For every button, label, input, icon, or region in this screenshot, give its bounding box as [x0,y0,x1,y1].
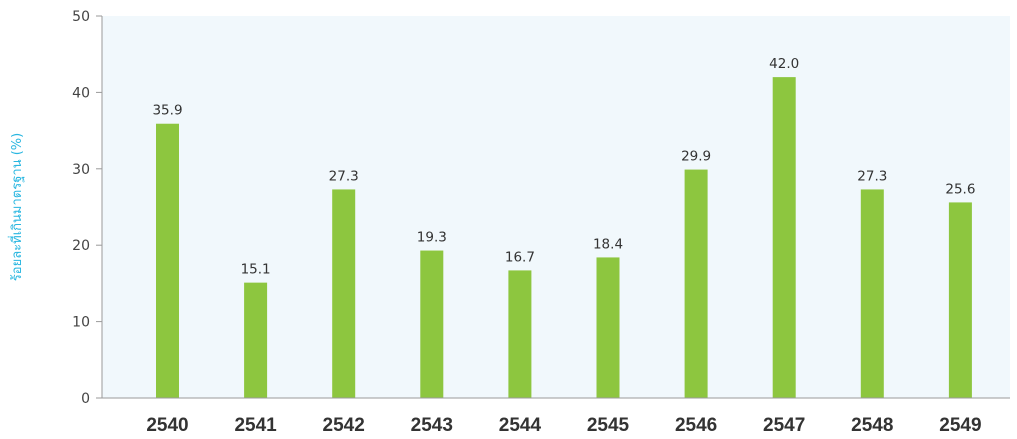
data-label: 35.9 [152,103,182,119]
y-tick-label: 10 [72,315,90,331]
bar [860,189,884,398]
x-tick-label: 2546 [675,415,717,436]
data-label: 18.4 [593,236,623,252]
x-ticks-group: 2540 2541 2542 2543 2544 2545 2546 2547 2548 2549 [146,415,981,436]
bar [244,282,268,398]
data-label: 27.3 [857,168,887,184]
bar [156,123,179,398]
bar [332,189,356,398]
data-label: 25.6 [945,181,975,197]
data-label: 19.3 [417,230,447,246]
data-label: 27.3 [329,168,359,184]
y-tick-label: 50 [72,9,90,25]
y-ticks-group: 0 10 20 30 40 50 [72,9,102,407]
x-tick-label: 2548 [851,415,893,436]
data-label: 16.7 [505,249,535,265]
bars-group [156,77,972,399]
bar [684,169,708,398]
y-tick-label: 40 [72,85,90,101]
data-label: 15.1 [241,262,271,278]
value-labels-group: 35.9 15.1 27.3 19.3 16.7 18.4 29.9 42.0 27.3 25.6 [152,56,975,278]
bar [772,77,796,399]
bar [948,202,972,398]
x-tick-label: 2547 [763,415,805,436]
bar [508,270,532,398]
y-axis-label: ร้อยละที่เกินมาตรฐาน (%) [8,133,25,281]
data-label: 29.9 [681,149,711,165]
y-tick-label: 20 [72,238,90,254]
x-tick-label: 2544 [499,415,542,436]
x-tick-label: 2543 [411,415,453,436]
x-tick-label: 2542 [323,415,365,436]
x-tick-label: 2541 [234,415,277,436]
x-tick-label: 2549 [939,415,981,436]
y-tick-label: 30 [72,162,90,178]
x-tick-label: 2545 [587,415,630,436]
x-tick-label: 2540 [146,415,188,436]
y-tick-label: 0 [81,391,90,407]
bar [596,257,620,398]
data-label: 42.0 [769,56,799,72]
bar [420,250,444,398]
